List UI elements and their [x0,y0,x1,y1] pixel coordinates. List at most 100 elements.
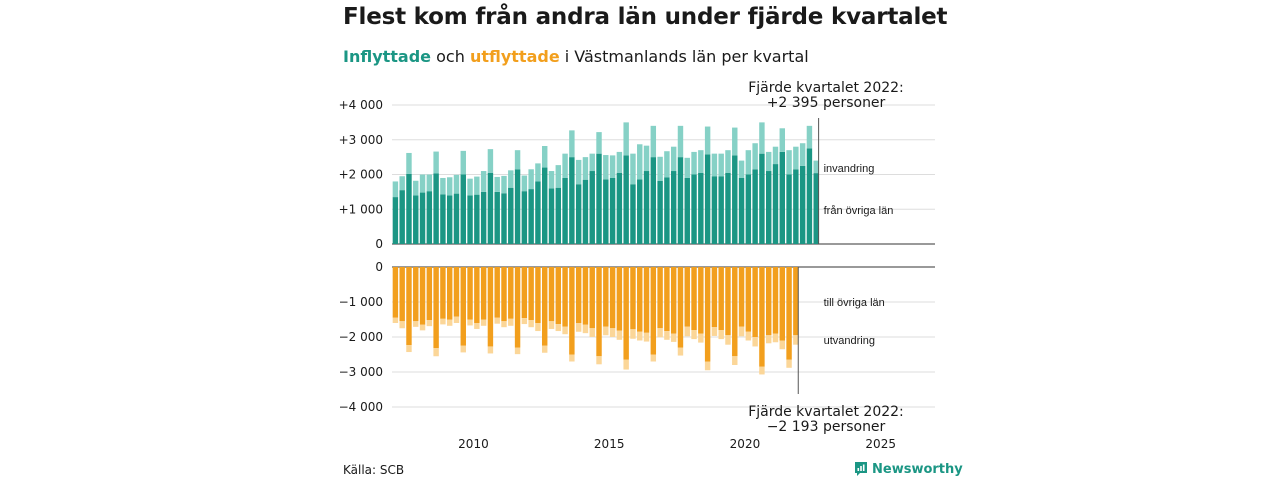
bar-emigration [474,323,480,329]
bar-domestic-out [474,267,480,323]
bar-domestic-out [542,267,548,346]
bar-immigration [630,153,636,185]
subtitle-rest: i Västmanlands län per kvartal [559,47,809,66]
bar-immigration [677,125,684,158]
bar-emigration [535,323,541,332]
bar-domestic-out [480,267,487,320]
bar-domestic-out [392,267,399,318]
bar-domestic-out [494,267,500,318]
bar-domestic-in [738,177,745,244]
bar-immigration [467,178,473,196]
bar-domestic-out [643,267,650,333]
bar-immigration [494,176,500,192]
y-tick-label-top: +2 000 [339,168,383,182]
bar-domestic-in [759,153,765,244]
bar-emigration [793,335,799,345]
bar-domestic-out [467,267,473,320]
bar-domestic-in [589,171,595,244]
bar-immigration [446,177,453,196]
bar-domestic-out [738,267,745,327]
bar-emigration [745,331,752,341]
bar-domestic-out [772,267,779,334]
bar-domestic-in [664,177,670,244]
subtitle-outflow-label: utflyttade [469,47,560,66]
bar-domestic-in [487,172,494,244]
y-tick-label-top: +3 000 [339,133,383,147]
bar-emigration [440,318,446,325]
bar-domestic-out [514,267,521,348]
bar-emigration [643,332,650,342]
bar-domestic-out [623,267,629,360]
bar-emigration [575,323,582,332]
bar-domestic-out [765,267,772,336]
bar-domestic-in [562,177,568,244]
bar-domestic-out [521,267,528,319]
bar-domestic-out [704,267,711,362]
bar-domestic-in [718,176,724,244]
bar-emigration [738,326,745,337]
bar-immigration [643,145,650,172]
bar-domestic-out [786,267,792,360]
bar-immigration [664,151,670,178]
bar-domestic-in [446,195,453,244]
bar-domestic-in [508,187,514,244]
bar-emigration [765,335,772,344]
bar-domestic-in [745,174,752,244]
bar-emigration [779,340,785,350]
bar-immigration [806,125,813,149]
bar-immigration [650,125,657,158]
bar-domestic-out [487,267,494,347]
bar-emigration [542,345,548,353]
bar-emigration [508,318,514,326]
bar-domestic-out [596,267,602,357]
bar-domestic-out [433,267,439,349]
bar-domestic-out [460,267,466,346]
bar-domestic-in [786,174,792,244]
y-tick-label-top: 0 [375,237,383,251]
bar-domestic-out [670,267,677,334]
bar-emigration [759,366,765,375]
chart-subtitle: Inflyttade och utflyttade i Västmanlands… [343,47,809,66]
bar-emigration [786,359,792,368]
bar-immigration [460,150,466,175]
bar-emigration [514,347,521,355]
bar-domestic-out [399,267,405,322]
bar-domestic-in [501,193,507,244]
bar-immigration [596,132,602,154]
bar-emigration [732,356,738,365]
bar-domestic-in [569,157,575,244]
bar-domestic-out [664,267,670,332]
brand-name: Newsworthy [872,461,963,477]
bar-immigration [738,160,745,178]
y-tick-label-top: +1 000 [339,202,383,216]
bar-domestic-in [691,174,697,244]
y-tick-label-bottom: 0 [375,260,383,274]
bar-immigration [745,150,752,175]
bar-domestic-out [419,267,426,325]
bar-domestic-out [406,267,412,346]
x-tick-label: 2020 [730,437,761,451]
bar-domestic-in [467,195,473,244]
bar-emigration [487,346,494,354]
bar-emigration [392,317,399,323]
bar-domestic-in [406,173,412,244]
bar-immigration [725,150,731,173]
bar-domestic-in [623,155,629,244]
bar-emigration [419,324,426,331]
bar-immigration [684,157,690,178]
bar-domestic-out [582,267,589,325]
bar-domestic-in [494,191,500,244]
bar-emigration [623,359,629,370]
bar-immigration [508,170,514,188]
bar-emigration [589,328,595,337]
bar-domestic-out [440,267,446,319]
bar-emigration [616,330,623,340]
bar-emigration [555,324,562,332]
bar-immigration [603,155,609,180]
bar-domestic-out [745,267,752,332]
bar-immigration [453,174,460,194]
bar-immigration [759,122,765,154]
bar-domestic-in [813,173,819,244]
x-tick-label: 2015 [594,437,625,451]
bar-domestic-out [603,267,609,327]
